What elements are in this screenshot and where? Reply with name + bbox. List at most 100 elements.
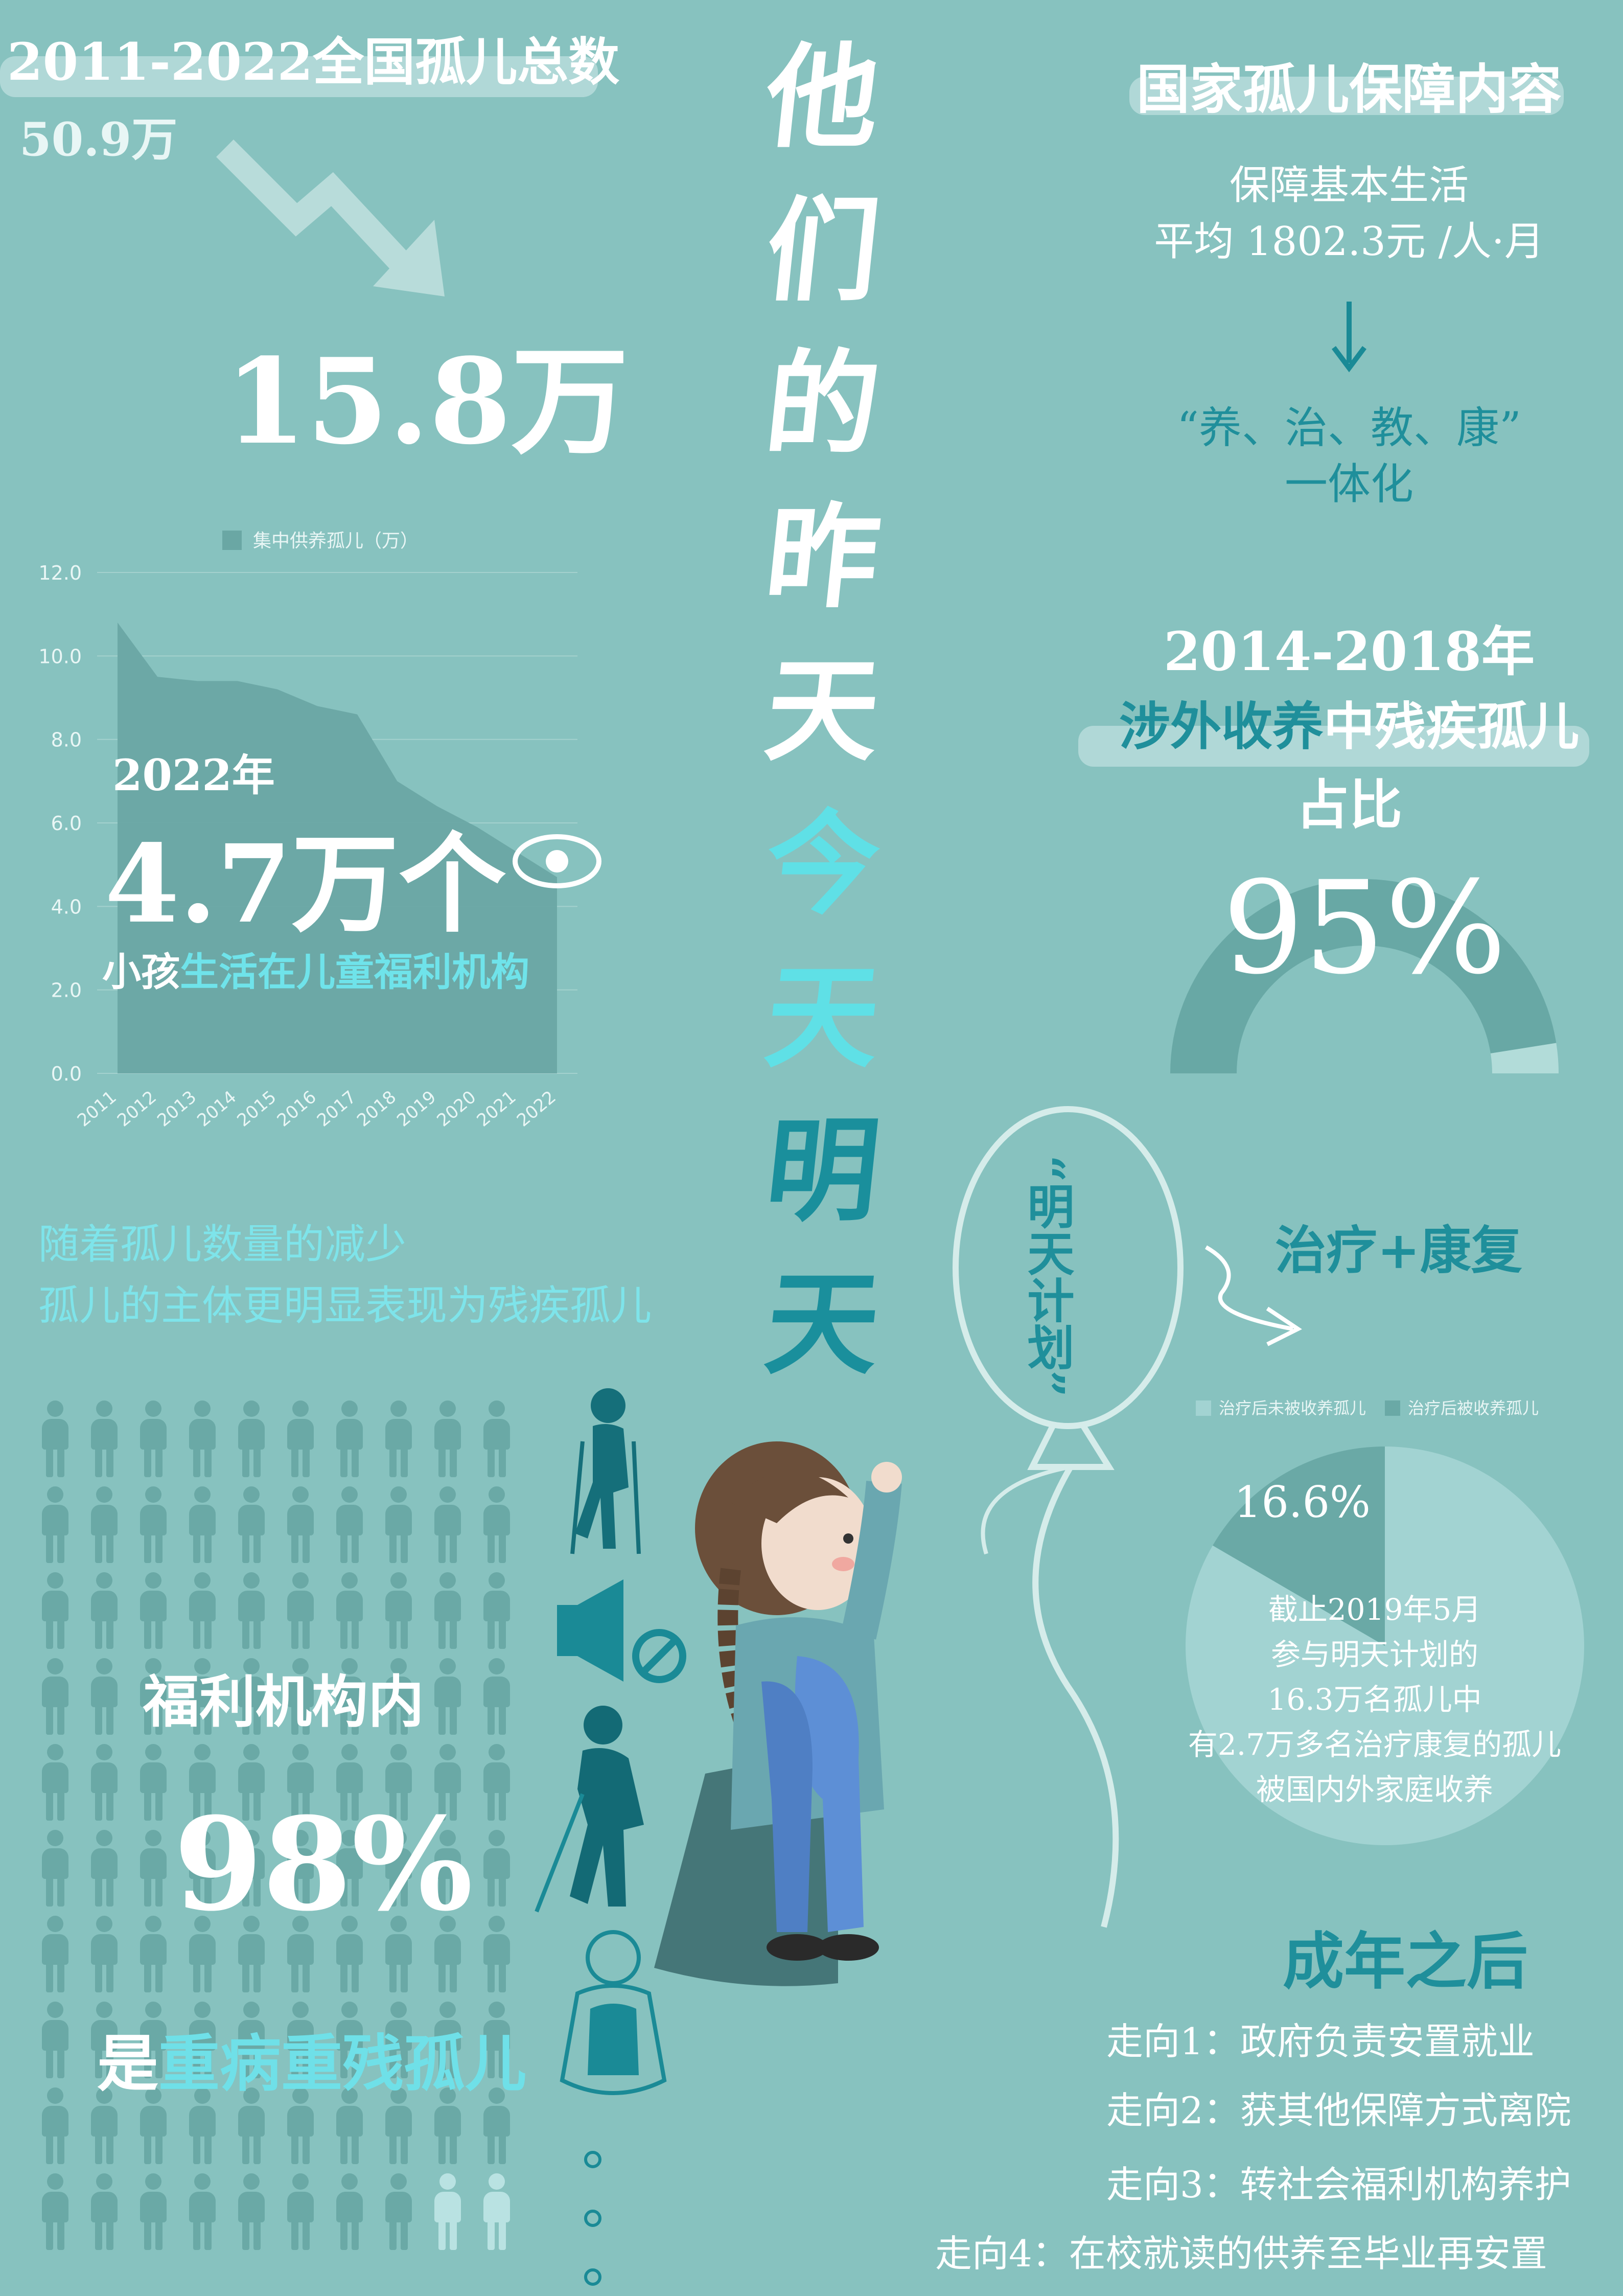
- person-icon: [380, 1400, 417, 1477]
- person-icon: [380, 2087, 417, 2164]
- person-icon: [282, 2087, 319, 2164]
- person-icon: [86, 2002, 123, 2078]
- legend-swatch: [1196, 1400, 1211, 1416]
- person-icon: [429, 1486, 466, 1563]
- person-icon: [429, 2002, 466, 2078]
- blind-person-icon: [535, 1706, 644, 1913]
- y-tick-label: 0.0: [51, 1063, 82, 1085]
- welfare-line-3: 是重病重残孤儿: [97, 2014, 526, 2103]
- balloon-icon: [953, 1106, 1184, 1928]
- person-icon: [233, 2173, 270, 2250]
- y-tick-label: 6.0: [51, 812, 82, 835]
- hugging-child-icon: [560, 1930, 667, 2095]
- person-icon: [184, 1658, 221, 1735]
- person-icon: [135, 2002, 172, 2078]
- curved-arrow-icon: [1205, 1245, 1302, 1346]
- welfare-line-3-prefix: 是: [97, 2028, 158, 2100]
- adoption-subject-teal: 涉外收养: [1119, 696, 1324, 756]
- pie-slice: [1213, 1447, 1385, 1646]
- person-icon: [184, 2087, 221, 2164]
- person-icon: [380, 1658, 417, 1735]
- adult-item-4: 走向4：在校就读的供养至毕业再安置: [935, 2232, 1547, 2275]
- person-icon: [478, 1830, 515, 1907]
- main-vertical-title: 他们的昨天今天明天: [736, 20, 910, 1400]
- person-icon: [380, 1572, 417, 1649]
- adult-item-2: 走向2：获其他保障方式离院: [1106, 2089, 1571, 2132]
- person-icon: [282, 1400, 319, 1477]
- down-trend-arrow-icon: [216, 140, 445, 296]
- y-tick-label: 10.0: [38, 645, 82, 668]
- adoption-subject-white: 中残疾孤儿: [1324, 696, 1579, 756]
- person-icon: [86, 1572, 123, 1649]
- person-icon: [478, 1486, 515, 1563]
- person-icon: [184, 2173, 221, 2250]
- adoption-pie-chart: 治疗后未被收养孤儿 治疗后被收养孤儿: [1186, 1398, 1584, 1845]
- person-icon: [135, 1744, 172, 1821]
- pie-text-line: 16.3万名孤儿中: [1267, 1682, 1482, 1717]
- end-value: 15.8万: [225, 333, 629, 471]
- title-char: 昨: [759, 491, 886, 623]
- person-icon: [282, 1830, 319, 1907]
- person-icon: [429, 1400, 466, 1477]
- title-char: 们: [759, 184, 886, 316]
- title-char: 天: [759, 1257, 886, 1390]
- person-icon: [282, 1658, 319, 1735]
- person-icon: [282, 2173, 319, 2250]
- person-icon: [184, 1400, 221, 1477]
- pie-text-line: 被国内外家庭收养: [1256, 1772, 1493, 1807]
- person-icon: [380, 1916, 417, 1992]
- adult-item-3: 走向3：转社会福利机构养护: [1106, 2163, 1571, 2206]
- person-icon: [37, 1916, 74, 1992]
- person-icon: [233, 1916, 270, 1992]
- person-icon: [380, 1486, 417, 1563]
- person-icon: [135, 1658, 172, 1735]
- welfare-line-1: 福利机构内: [143, 1669, 424, 1735]
- person-icon: [86, 1486, 123, 1563]
- overlay-count: 4.7万个: [105, 821, 506, 947]
- person-icon: [233, 1744, 270, 1821]
- pie-text-line: 截止2019年5月: [1268, 1592, 1481, 1627]
- person-icon: [331, 1658, 368, 1735]
- person-icon: [135, 2087, 172, 2164]
- legend-label: 集中供养孤儿（万）: [253, 531, 419, 552]
- protection-line-2: 平均 1802.3元 /人·月: [1154, 219, 1544, 265]
- person-icon: [478, 1658, 515, 1735]
- crutches-person-icon: [570, 1388, 641, 1554]
- legend-label: 治疗后被收养孤儿: [1408, 1398, 1539, 1418]
- person-icon: [233, 1400, 270, 1477]
- x-tick-label: 2015: [234, 1087, 281, 1131]
- x-tick-label: 2017: [313, 1087, 360, 1131]
- title-char: 他: [759, 31, 886, 163]
- person-icon: [37, 1830, 74, 1907]
- person-icon: [282, 1572, 319, 1649]
- title-brush: [0, 56, 598, 97]
- person-icon: [86, 1658, 123, 1735]
- adoption-label: 占比: [1295, 773, 1402, 836]
- eye-icon: [513, 834, 601, 888]
- pie-data-label: 16.6%: [1234, 1477, 1371, 1527]
- adoption-subject: 涉外收养中残疾孤儿: [1094, 685, 1605, 759]
- title-char: 明: [759, 1104, 886, 1236]
- person-icon: [184, 1830, 221, 1907]
- person-icon: [282, 1486, 319, 1563]
- person-icon: [86, 2173, 123, 2250]
- person-icon: [37, 1658, 74, 1735]
- x-tick-label: 2012: [113, 1087, 160, 1131]
- y-tick-label: 4.0: [51, 896, 82, 918]
- person-icon: [429, 1572, 466, 1649]
- person-icon: [478, 1572, 515, 1649]
- x-tick-label: 2022: [513, 1087, 560, 1131]
- person-icon: [380, 2173, 417, 2250]
- person-icon: [37, 2087, 74, 2164]
- pie-text-line: 参与明天计划的: [1270, 1637, 1478, 1672]
- title-char: 天: [759, 644, 886, 776]
- person-icon: [135, 1916, 172, 1992]
- person-icon: [86, 1830, 123, 1907]
- legend-label: 治疗后未被收养孤儿: [1219, 1398, 1366, 1418]
- person-icon: [135, 1830, 172, 1907]
- y-tick-label: 8.0: [51, 729, 82, 751]
- adoption-percent: 95%: [1222, 854, 1506, 1002]
- person-icon: [37, 1400, 74, 1477]
- protection-line-1: 保障基本生活: [1229, 163, 1469, 209]
- person-icon: [478, 2173, 515, 2250]
